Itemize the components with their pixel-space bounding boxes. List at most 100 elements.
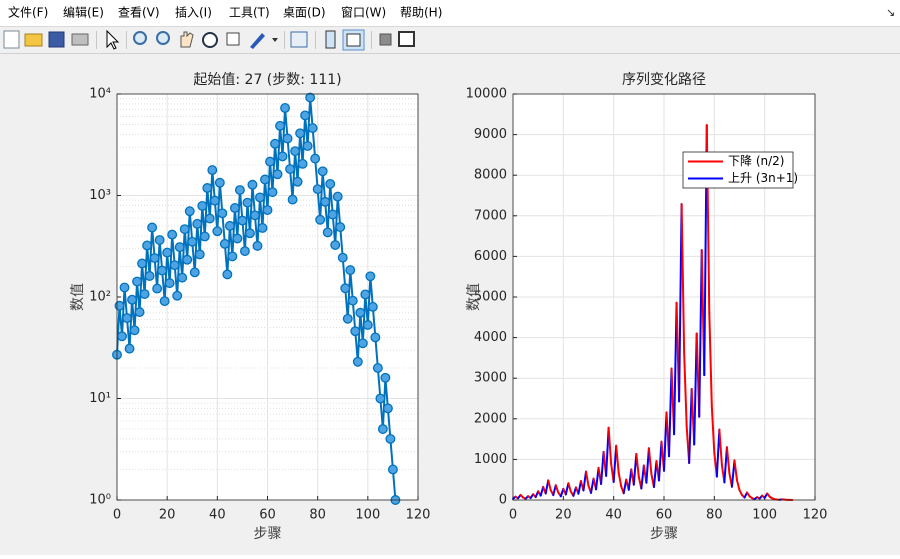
menu-item[interactable]: 编辑(E)	[63, 5, 104, 20]
data-point	[193, 220, 202, 229]
data-point	[200, 232, 209, 241]
data-point	[333, 192, 342, 201]
data-point	[321, 198, 330, 207]
data-point	[233, 234, 242, 243]
zoom-in-button[interactable]	[134, 32, 146, 44]
data-point	[261, 175, 270, 184]
y-tick-label: 6000	[474, 249, 507, 264]
menu-item[interactable]: 工具(T)	[229, 6, 270, 20]
data-point	[258, 224, 267, 233]
dock-icon[interactable]: ↘	[886, 6, 895, 19]
data-point	[125, 344, 134, 353]
hide-tools-button[interactable]	[380, 34, 391, 45]
dock-tools-button[interactable]	[399, 32, 414, 46]
data-point	[195, 250, 204, 259]
data-point	[278, 152, 287, 161]
new-button[interactable]	[4, 31, 19, 48]
zoom-out-button[interactable]	[157, 32, 169, 44]
data-point	[376, 394, 385, 403]
x-tick-label: 40	[209, 508, 226, 523]
data-point	[155, 236, 164, 245]
data-point	[354, 357, 363, 366]
data-point	[130, 326, 139, 335]
y-tick-label: 7000	[474, 208, 507, 223]
x-tick-label: 20	[159, 508, 176, 523]
menu-item[interactable]: 查看(V)	[118, 6, 160, 20]
y-tick-label: 10⁰	[89, 493, 111, 508]
y-tick-label: 1000	[474, 452, 507, 467]
data-point	[359, 339, 368, 348]
datatip-button[interactable]	[227, 33, 239, 45]
data-point	[291, 147, 300, 156]
data-point	[160, 297, 169, 306]
data-point	[293, 177, 302, 186]
data-point	[374, 364, 383, 373]
data-point	[175, 243, 184, 252]
data-point	[328, 210, 337, 219]
data-point	[216, 178, 225, 187]
x-tick-label: 100	[752, 508, 777, 523]
data-point	[313, 185, 322, 194]
data-point	[303, 142, 312, 151]
data-point	[138, 259, 147, 268]
data-point	[206, 214, 215, 223]
data-point	[243, 198, 252, 207]
data-point	[268, 188, 277, 197]
chart-title: 序列变化路径	[622, 72, 706, 88]
data-point	[140, 290, 149, 299]
data-point	[298, 160, 307, 169]
y-tick-label: 9000	[474, 127, 507, 142]
data-point	[386, 435, 395, 444]
data-point	[158, 266, 167, 275]
menu-item[interactable]: 插入(I)	[175, 6, 212, 20]
data-point	[246, 229, 255, 238]
data-point	[148, 223, 157, 232]
menu-item[interactable]: 帮助(H)	[400, 6, 442, 20]
menu-item[interactable]: 文件(F)	[8, 5, 48, 20]
x-tick-label: 120	[406, 508, 431, 523]
colorbar-button[interactable]	[326, 31, 335, 48]
data-point	[296, 129, 305, 138]
data-point	[273, 170, 282, 179]
rotate-button[interactable]	[203, 33, 217, 47]
data-point	[326, 180, 335, 189]
data-point	[276, 122, 285, 131]
data-point	[318, 167, 327, 176]
data-point	[173, 291, 182, 300]
y-axis-label: 数值	[70, 283, 86, 311]
data-point	[361, 290, 370, 299]
x-tick-label: 80	[309, 508, 326, 523]
chart-title: 起始值: 27 (步数: 111)	[193, 72, 341, 88]
x-tick-label: 0	[509, 508, 517, 523]
data-point	[348, 296, 357, 305]
data-point	[263, 206, 272, 215]
data-point	[316, 215, 325, 224]
open-button[interactable]	[25, 34, 42, 46]
x-tick-label: 120	[803, 508, 828, 523]
data-point	[223, 270, 232, 279]
save-button[interactable]	[49, 32, 64, 47]
menu-item[interactable]: 窗口(W)	[341, 6, 386, 20]
x-axis-label: 步骤	[650, 526, 678, 542]
data-point	[236, 186, 245, 195]
data-point	[163, 248, 172, 257]
data-point	[145, 272, 154, 281]
data-point	[213, 227, 222, 236]
data-point	[143, 241, 152, 250]
data-point	[170, 261, 179, 270]
data-point	[188, 237, 197, 246]
data-point	[190, 268, 199, 277]
data-point	[379, 425, 388, 434]
print-button[interactable]	[72, 34, 88, 45]
data-point	[371, 333, 380, 342]
data-point	[228, 252, 237, 261]
data-point	[165, 279, 174, 288]
x-tick-label: 20	[555, 508, 572, 523]
data-point	[211, 196, 220, 205]
y-tick-label: 10³	[89, 188, 111, 203]
link-button[interactable]	[291, 32, 307, 47]
menu-item[interactable]: 桌面(D)	[283, 6, 326, 20]
data-point	[128, 295, 137, 304]
data-point	[180, 225, 189, 234]
